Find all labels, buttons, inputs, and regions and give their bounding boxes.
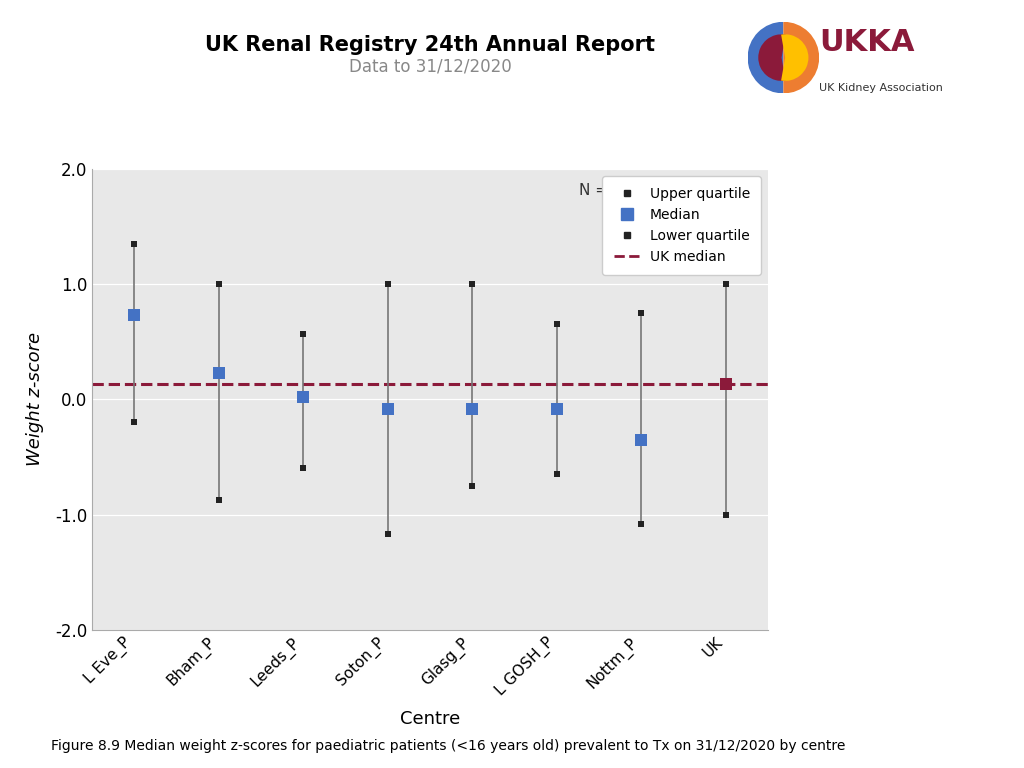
Wedge shape — [781, 35, 809, 81]
Text: UKKA: UKKA — [819, 28, 914, 57]
Text: UK Kidney Association: UK Kidney Association — [819, 82, 943, 93]
Wedge shape — [748, 22, 783, 94]
Text: Data to 31/12/2020: Data to 31/12/2020 — [349, 58, 511, 75]
Y-axis label: Weight z-score: Weight z-score — [26, 333, 44, 466]
Text: UK Renal Registry 24th Annual Report: UK Renal Registry 24th Annual Report — [205, 35, 655, 55]
Legend: Upper quartile, Median, Lower quartile, UK median: Upper quartile, Median, Lower quartile, … — [602, 176, 761, 275]
Text: N = 425: N = 425 — [579, 183, 641, 198]
Wedge shape — [758, 35, 785, 81]
Text: Figure 8.9 Median weight z-scores for paediatric patients (<16 years old) preval: Figure 8.9 Median weight z-scores for pa… — [51, 739, 846, 753]
Wedge shape — [783, 22, 819, 94]
X-axis label: Centre: Centre — [400, 710, 460, 729]
